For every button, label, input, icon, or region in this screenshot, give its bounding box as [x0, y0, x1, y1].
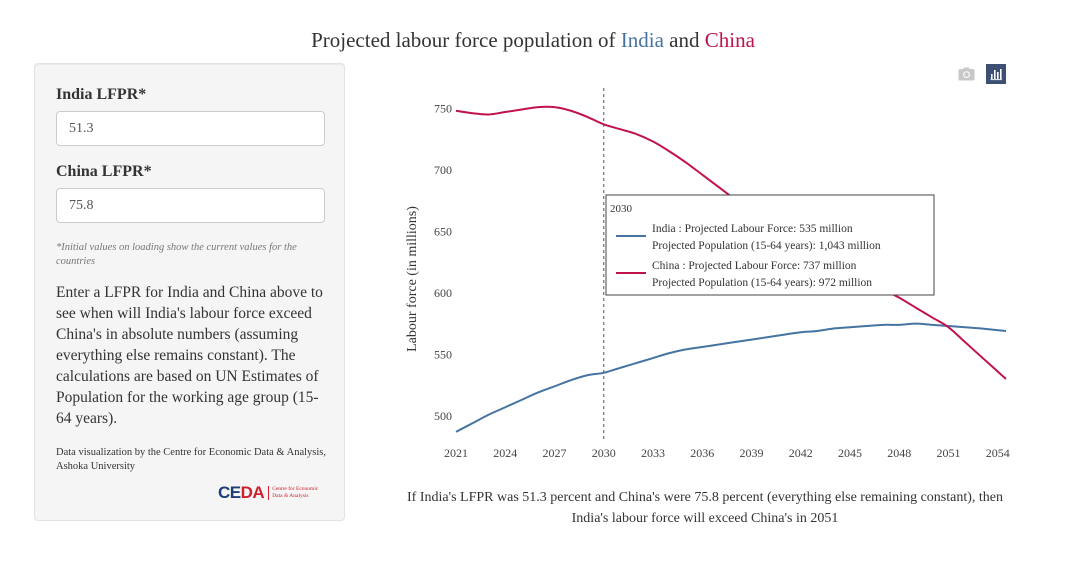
chart-toolbar — [956, 64, 1006, 84]
series-lines — [455, 105, 1007, 433]
y-axis-title: Labour force (in millions) — [405, 206, 420, 352]
x-tick-2045: 2045 — [838, 446, 862, 460]
initial-values-note: *Initial values on loading show the curr… — [56, 242, 297, 267]
hover-tooltip: 2030 India : Projected Labour Force: 535… — [605, 194, 935, 296]
series-line-china[interactable] — [455, 105, 1007, 380]
title-prefix: Projected labour force population of — [311, 28, 621, 52]
tooltip-china-labour: China : Projected Labour Force: 737 mill… — [652, 260, 857, 272]
result-caption: If India's LFPR was 51.3 percent and Chi… — [407, 490, 1003, 526]
china-lfpr-input[interactable] — [56, 188, 325, 223]
x-tick-2033: 2033 — [641, 446, 665, 460]
x-tick-2048: 2048 — [887, 446, 911, 460]
title-china: China — [704, 28, 755, 52]
india-lfpr-label: India LFPR* — [56, 86, 147, 103]
instructions-text: Enter a LFPR for India and China above t… — [56, 284, 323, 427]
title-india: India — [620, 28, 664, 52]
y-tick-550: 550 — [434, 347, 452, 361]
tooltip-year: 2030 — [610, 203, 633, 215]
page-title: Projected labour force population of Ind… — [0, 28, 1066, 53]
y-tick-750: 750 — [434, 101, 452, 115]
logo-mark: CEDA — [218, 483, 265, 502]
x-tick-2036: 2036 — [690, 446, 714, 460]
china-lfpr-label: China LFPR* — [56, 163, 152, 180]
input-panel: India LFPR* China LFPR* *Initial values … — [34, 63, 345, 521]
bar-chart-icon[interactable] — [986, 64, 1006, 84]
x-tick-2051: 2051 — [937, 446, 961, 460]
logo-text: Centre for Economic Data & Analysis — [268, 486, 318, 500]
tooltip-china-population: Projected Population (15-64 years): 972 … — [652, 277, 872, 289]
y-tick-600: 600 — [434, 286, 452, 300]
y-tick-500: 500 — [434, 409, 452, 423]
labour-force-chart: Labour force (in millions) 500 550 600 650 7… — [405, 88, 1010, 460]
x-tick-2054: 2054 — [986, 446, 1010, 460]
y-tick-700: 700 — [434, 163, 452, 177]
tooltip-india-population: Projected Population (15-64 years): 1,04… — [652, 240, 881, 252]
tooltip-box — [605, 194, 935, 296]
credit-text: Data visualization by the Centre for Eco… — [56, 447, 327, 472]
x-tick-2021: 2021 — [444, 446, 468, 460]
y-tick-labels: 500 550 600 650 700 750 — [434, 101, 452, 423]
tooltip-india-labour: India : Projected Labour Force: 535 mill… — [652, 223, 853, 235]
x-tick-labels: 2021 2024 2027 2030 2033 2036 2039 2042 2045 2048… — [444, 446, 1010, 460]
x-tick-2039: 2039 — [740, 446, 764, 460]
india-lfpr-input[interactable] — [56, 111, 325, 146]
x-tick-2027: 2027 — [543, 446, 567, 460]
ceda-logo: CEDA Centre for Economic Data & Analysis — [218, 482, 318, 504]
y-tick-650: 650 — [434, 224, 452, 238]
x-tick-2030: 2030 — [592, 446, 616, 460]
camera-icon[interactable] — [956, 64, 976, 84]
title-middle: and — [663, 28, 705, 52]
series-line-india[interactable] — [455, 322, 1007, 433]
x-tick-2042: 2042 — [789, 446, 813, 460]
x-tick-2024: 2024 — [493, 446, 517, 460]
